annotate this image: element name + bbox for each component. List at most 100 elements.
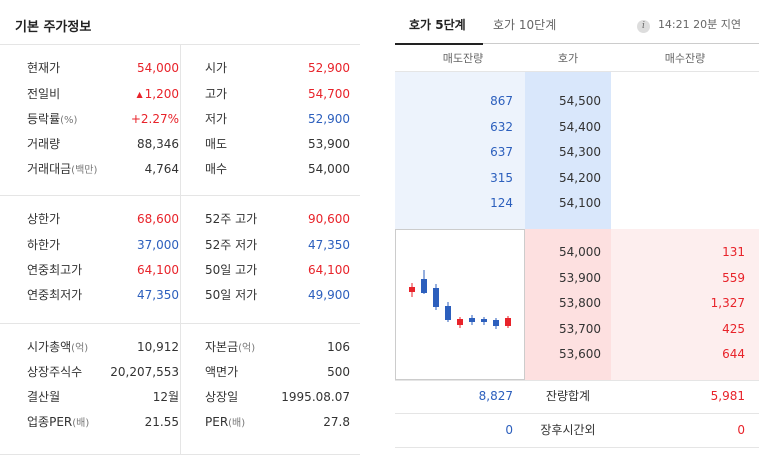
info-row: 상한가 68,600 52주 고가 90,600 <box>0 209 360 229</box>
info-label: 등락률(%) <box>27 109 77 131</box>
unit-label: (억) <box>238 343 256 354</box>
unit-label: (배) <box>228 418 246 429</box>
info-label-text: 시가 <box>205 61 228 75</box>
info-icon[interactable]: i <box>636 20 650 33</box>
bid-price-area <box>525 229 611 380</box>
info-value-text: 1,200 <box>144 87 179 101</box>
info-label: 액면가 <box>205 362 238 382</box>
ask-price[interactable]: 54,300 <box>559 145 601 159</box>
up-triangle-icon: ▲ <box>136 90 143 99</box>
divider <box>0 195 360 196</box>
info-value: 12월 <box>153 387 179 407</box>
info-label: 시가 <box>205 58 227 78</box>
bid-price[interactable]: 53,900 <box>559 270 601 285</box>
info-label: 매도 <box>205 134 227 154</box>
info-value-text: 54,000 <box>137 61 179 75</box>
bid-price[interactable]: 53,700 <box>559 321 601 336</box>
info-value: 54,000 <box>137 58 179 78</box>
info-value-text: 47,350 <box>137 288 179 302</box>
info-value: +2.27% <box>131 109 179 129</box>
candle <box>433 284 439 310</box>
info-label: 자본금(억) <box>205 337 255 359</box>
info-label: 저가 <box>205 109 227 129</box>
candle <box>469 315 475 325</box>
tab-5-levels[interactable]: 호가 5단계 <box>409 18 466 32</box>
candle <box>457 317 463 328</box>
info-value-text: 68,600 <box>137 212 179 226</box>
info-label-text: 거래대금 <box>27 162 72 176</box>
info-value: 68,600 <box>137 209 179 229</box>
ask-total: 8,827 <box>478 389 513 403</box>
info-label-text: 등락률 <box>27 112 61 126</box>
divider <box>180 45 181 195</box>
mini-candle-chart <box>395 229 525 380</box>
info-label-text: 매수 <box>205 162 228 176</box>
info-label: 시가총액(억) <box>27 337 88 359</box>
info-label: PER(배) <box>205 412 245 434</box>
divider <box>395 71 759 72</box>
divider <box>395 413 759 414</box>
info-row: 거래대금(백만) 4,764 매수 54,000 <box>0 159 360 179</box>
divider <box>395 447 759 448</box>
info-label-text: 상장일 <box>205 390 239 404</box>
info-label: 거래대금(백만) <box>27 159 97 181</box>
info-value-text: 88,346 <box>137 137 179 151</box>
info-label-text: 하한가 <box>27 238 61 252</box>
divider <box>0 44 360 45</box>
info-row: 상장주식수 20,207,553 액면가 500 <box>0 362 360 382</box>
bid-qty: 644 <box>722 347 745 361</box>
info-label: 현재가 <box>27 58 60 78</box>
info-label: 52주 고가 <box>205 209 257 229</box>
info-row: 등락률(%) +2.27% 저가 52,900 <box>0 109 360 129</box>
unit-label: (배) <box>72 418 90 429</box>
info-label: 연중최고가 <box>27 260 82 280</box>
info-value: 90,600 <box>308 212 350 226</box>
bid-price[interactable]: 54,000 <box>559 245 601 259</box>
after-hours-bid: 0 <box>737 423 745 437</box>
info-value: ▲ 1,200 <box>136 84 179 105</box>
info-label-text: 연중최고가 <box>27 263 83 277</box>
info-label-text: 시가총액 <box>27 340 72 354</box>
info-label-text: PER <box>205 415 229 429</box>
info-row: 결산월 12월 상장일 1995.08.07 <box>0 387 360 407</box>
info-label: 연중최저가 <box>27 285 82 305</box>
after-hours-label: 장후시간외 <box>540 423 596 437</box>
info-label: 50일 저가 <box>205 285 257 305</box>
info-value: 52,900 <box>308 61 350 75</box>
info-value: 20,207,553 <box>110 362 179 382</box>
info-row: 전일비 ▲ 1,200 고가 54,700 <box>0 84 360 104</box>
candle <box>445 302 451 322</box>
info-label-text: 상한가 <box>27 212 61 226</box>
info-label: 매수 <box>205 159 227 179</box>
bid-price[interactable]: 53,800 <box>559 296 601 310</box>
delay-time: 14:21 20분 지연 <box>657 18 741 31</box>
info-label: 거래량 <box>27 134 60 154</box>
info-label-text: 현재가 <box>27 61 61 75</box>
divider <box>395 380 759 381</box>
info-value: 21.55 <box>145 412 179 432</box>
ask-price[interactable]: 54,200 <box>559 170 601 185</box>
info-value-text: 12월 <box>152 390 179 404</box>
info-value: 37,000 <box>137 235 179 255</box>
candle <box>505 316 511 328</box>
ask-price[interactable]: 54,100 <box>559 196 601 210</box>
bid-price[interactable]: 53,600 <box>559 347 601 361</box>
basic-info-title: 기본 주가정보 <box>15 20 92 35</box>
info-value: 49,900 <box>308 288 350 302</box>
bid-qty: 131 <box>722 245 745 259</box>
info-value-text: 64,100 <box>137 263 179 277</box>
info-value: 52,900 <box>308 112 350 126</box>
info-label: 상장일 <box>205 387 238 407</box>
tab-10-levels[interactable]: 호가 10단계 <box>493 18 557 32</box>
unit-label: (백만) <box>71 165 98 176</box>
info-value: 88,346 <box>137 134 179 154</box>
ask-price[interactable]: 54,500 <box>559 94 601 108</box>
candle <box>493 318 499 329</box>
info-label-text: 자본금 <box>205 340 239 354</box>
price-header: 호가 <box>557 52 579 65</box>
info-label: 전일비 <box>27 84 60 104</box>
info-label: 업종PER(배) <box>27 412 89 434</box>
unit-label: (억) <box>71 343 89 354</box>
ask-price[interactable]: 54,400 <box>559 119 601 134</box>
divider <box>395 43 759 44</box>
